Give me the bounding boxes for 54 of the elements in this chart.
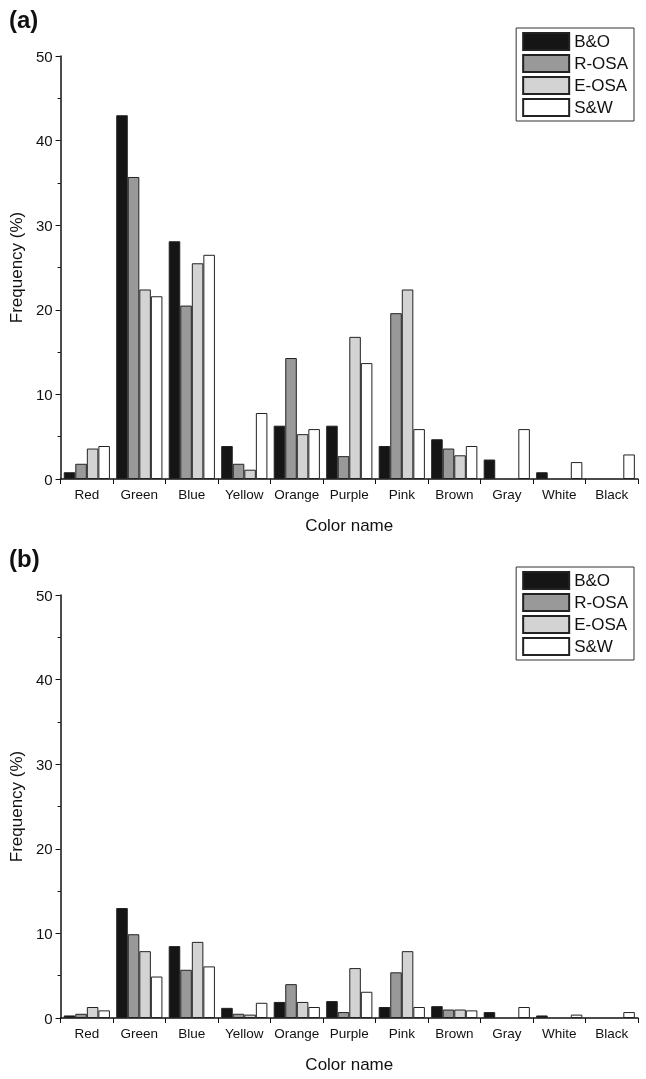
x-tick-label: Orange bbox=[274, 1025, 320, 1041]
x-tick-label: Black bbox=[595, 1025, 629, 1041]
x-tick-label: Black bbox=[595, 486, 629, 502]
x-tick-label: Blue bbox=[178, 486, 206, 502]
bar bbox=[570, 462, 583, 479]
bar bbox=[570, 1014, 583, 1018]
x-tick-label: Brown bbox=[435, 486, 474, 502]
x-tick-label: Gray bbox=[492, 486, 522, 502]
x-tick-label: Yellow bbox=[225, 1025, 264, 1041]
x-tick-label: Gray bbox=[492, 1025, 522, 1041]
legend-label: S&W bbox=[574, 98, 613, 117]
y-axis-title: Frequency (%) bbox=[7, 211, 26, 324]
x-tick-label: Red bbox=[74, 486, 100, 502]
y-tick-label: 10 bbox=[35, 924, 53, 942]
y-tick-label: 40 bbox=[35, 132, 53, 150]
bar bbox=[623, 1012, 635, 1018]
x-tick-label: Purple bbox=[329, 1025, 369, 1041]
y-axis-title: Frequency (%) bbox=[7, 750, 26, 863]
legend-label: E-OSA bbox=[574, 76, 628, 95]
x-tick-label: Purple bbox=[329, 486, 369, 502]
y-tick-label: 10 bbox=[35, 385, 53, 403]
x-tick-label: Pink bbox=[388, 486, 416, 502]
legend-label: E-OSA bbox=[574, 615, 628, 634]
legend-label: B&O bbox=[574, 571, 611, 590]
y-tick-label: 30 bbox=[35, 755, 53, 773]
x-axis-title: Color name bbox=[305, 1055, 394, 1074]
bar bbox=[623, 454, 635, 479]
x-tick-label: Yellow bbox=[225, 486, 264, 502]
y-tick-label: 0 bbox=[44, 470, 53, 488]
y-tick-label: 0 bbox=[44, 1009, 53, 1027]
x-tick-label: White bbox=[542, 486, 577, 502]
bar bbox=[518, 1007, 530, 1018]
x-tick-label: Orange bbox=[274, 486, 320, 502]
chart-title: (b) bbox=[9, 544, 40, 572]
x-tick-label: Green bbox=[120, 1025, 159, 1041]
legend-label: S&W bbox=[574, 637, 613, 656]
y-tick-label: 50 bbox=[35, 586, 53, 604]
x-tick-label: Red bbox=[74, 1025, 100, 1041]
chart-title: (a) bbox=[9, 5, 39, 33]
x-tick-label: Brown bbox=[435, 1025, 474, 1041]
legend-label: R-OSA bbox=[574, 54, 629, 73]
y-tick-label: 20 bbox=[35, 840, 53, 858]
x-tick-label: White bbox=[542, 1025, 577, 1041]
x-tick-label: Green bbox=[120, 486, 159, 502]
bar bbox=[518, 429, 530, 479]
y-tick-label: 30 bbox=[35, 216, 53, 234]
x-tick-label: Blue bbox=[178, 1025, 206, 1041]
x-axis-title: Color name bbox=[305, 516, 394, 535]
x-tick-label: Pink bbox=[388, 1025, 416, 1041]
y-tick-label: 50 bbox=[35, 47, 53, 65]
y-tick-label: 20 bbox=[35, 301, 53, 319]
legend-label: B&O bbox=[574, 32, 611, 51]
y-tick-label: 40 bbox=[35, 671, 53, 689]
legend-label: R-OSA bbox=[574, 593, 629, 612]
